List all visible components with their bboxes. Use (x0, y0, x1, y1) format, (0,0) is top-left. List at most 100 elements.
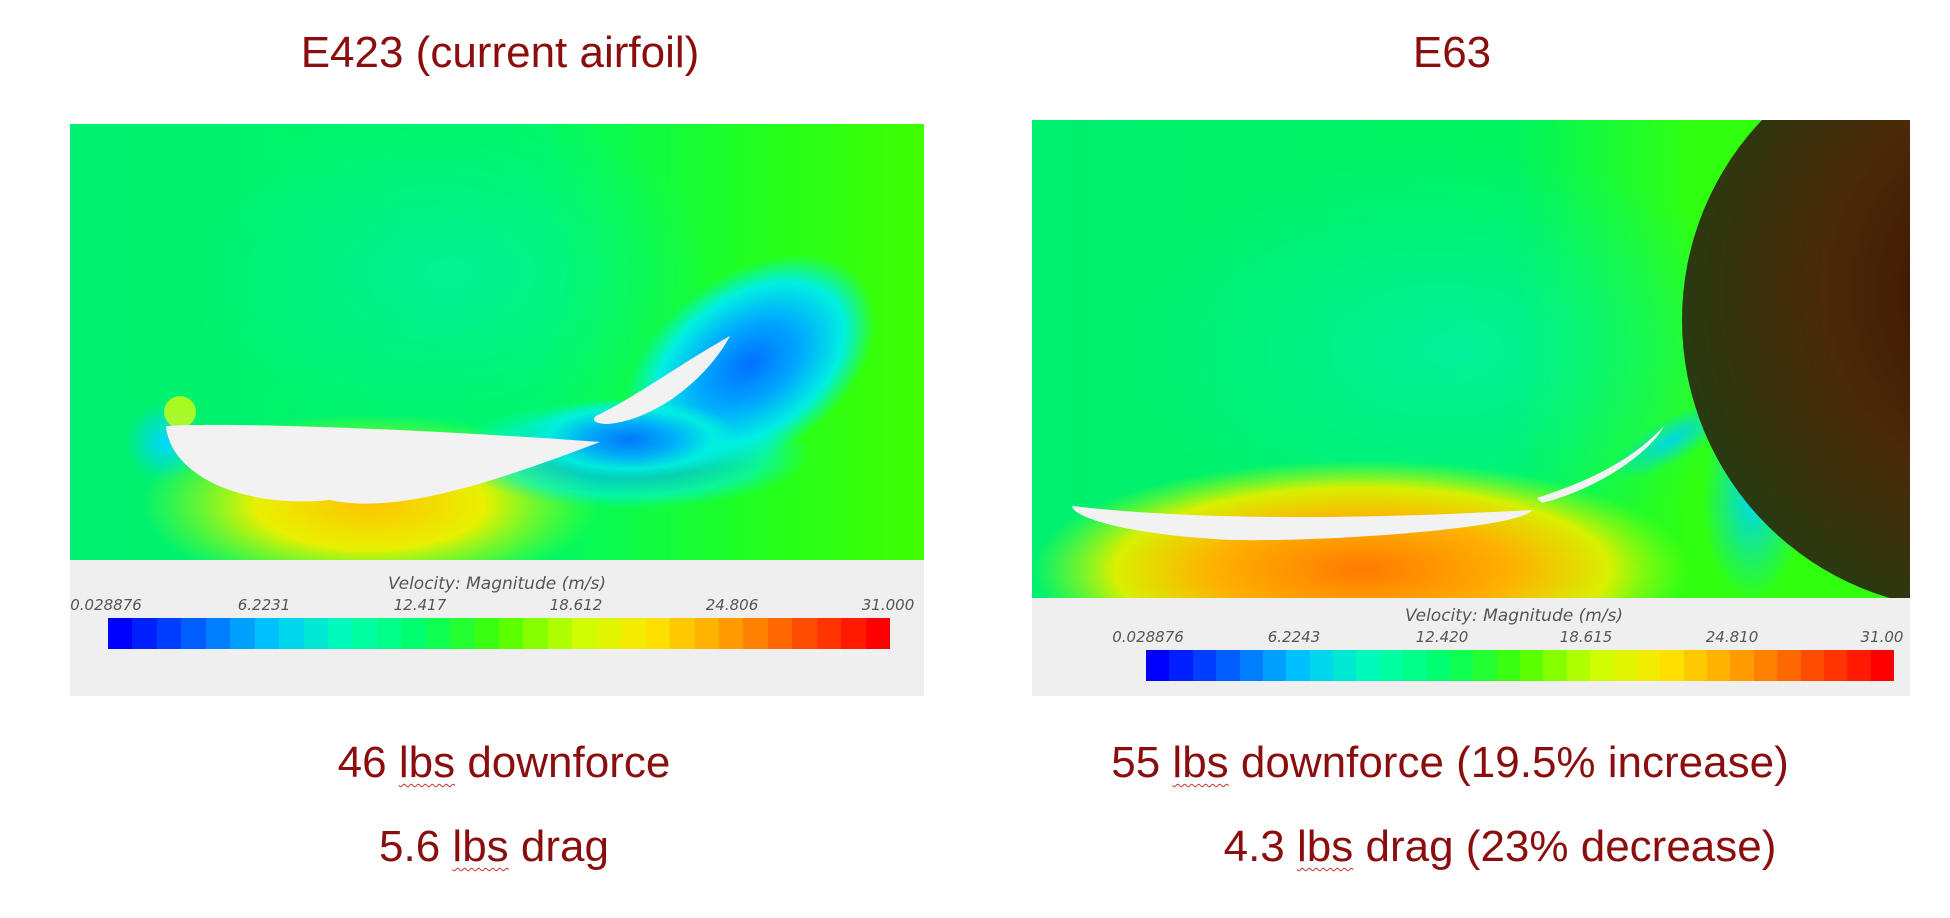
colorbar-swatch (1239, 650, 1263, 681)
left-velocity-field (70, 124, 924, 560)
left-drag-result: 5.6 lbs drag (379, 822, 609, 872)
left-tick-1: 6.2231 (237, 596, 291, 614)
colorbar-swatch (1543, 650, 1567, 681)
left-downforce-label: downforce (467, 738, 671, 787)
colorbar-swatch (1800, 650, 1824, 681)
right-downforce-value: 55 (1111, 738, 1161, 787)
right-tick-0: 0.028876 (1112, 628, 1184, 646)
right-velocity-field (1032, 120, 1910, 598)
left-downforce-value: 46 (337, 738, 387, 787)
colorbar-swatch (352, 618, 377, 649)
colorbar-swatch (327, 618, 353, 649)
colorbar-swatch (1520, 650, 1544, 681)
left-tick-2: 12.417 (393, 596, 447, 614)
right-panel-title: E63 (1412, 28, 1492, 77)
right-downforce-label: downforce (19.5% increase) (1240, 738, 1789, 787)
left-colorbar (108, 618, 890, 649)
colorbar-swatch (523, 618, 548, 649)
colorbar-swatch (230, 618, 255, 649)
colorbar-swatch (303, 618, 328, 649)
colorbar-swatch (1730, 650, 1754, 681)
colorbar-swatch (205, 618, 231, 649)
colorbar-swatch (1753, 650, 1778, 681)
right-colorbar (1146, 650, 1894, 681)
colorbar-swatch (694, 618, 719, 649)
colorbar-swatch (450, 618, 475, 649)
colorbar-swatch (841, 618, 866, 649)
colorbar-swatch (1777, 650, 1801, 681)
colorbar-swatch (499, 618, 524, 649)
colorbar-swatch (1333, 650, 1357, 681)
colorbar-swatch (1870, 650, 1894, 681)
colorbar-swatch (401, 618, 426, 649)
left-cfd-image: Velocity: Magnitude (m/s) 0.028876 6.223… (70, 124, 924, 696)
colorbar-swatch (1262, 650, 1287, 681)
colorbar-swatch (1286, 650, 1310, 681)
right-drag-label: drag (23% decrease) (1365, 822, 1777, 871)
colorbar-swatch (1192, 650, 1217, 681)
left-tick-3: 18.612 (549, 596, 603, 614)
colorbar-swatch (670, 618, 695, 649)
colorbar-swatch (792, 618, 817, 649)
right-tick-3: 18.615 (1559, 628, 1613, 646)
colorbar-swatch (1636, 650, 1661, 681)
colorbar-swatch (376, 618, 402, 649)
colorbar-swatch (1169, 650, 1193, 681)
right-legend-title: Velocity: Magnitude (m/s) (1404, 606, 1624, 626)
left-legend-title: Velocity: Magnitude (m/s) (387, 574, 607, 594)
colorbar-swatch (254, 618, 280, 649)
colorbar-swatch (425, 618, 451, 649)
colorbar-swatch (1403, 650, 1427, 681)
colorbar-swatch (1496, 650, 1520, 681)
colorbar-swatch (547, 618, 573, 649)
colorbar-swatch (1379, 650, 1404, 681)
right-downforce-unit: lbs (1172, 738, 1229, 787)
right-drag-value: 4.3 (1223, 822, 1285, 871)
right-tick-1: 6.2243 (1267, 628, 1321, 646)
right-tick-4: 24.810 (1705, 628, 1759, 646)
left-tick-4: 24.806 (705, 596, 759, 614)
colorbar-swatch (767, 618, 793, 649)
left-tick-5: 31.000 (861, 596, 915, 614)
colorbar-swatch (181, 618, 206, 649)
right-tick-5: 31.00 (1860, 628, 1904, 646)
left-drag-value: 5.6 (379, 822, 441, 871)
colorbar-swatch (1566, 650, 1591, 681)
left-downforce-result: 46 lbs downforce (338, 738, 671, 788)
colorbar-swatch (1426, 650, 1450, 681)
colorbar-swatch (1216, 650, 1240, 681)
colorbar-swatch (645, 618, 671, 649)
colorbar-swatch (718, 618, 744, 649)
colorbar-swatch (743, 618, 768, 649)
right-drag-unit: lbs (1297, 822, 1354, 871)
left-drag-label: drag (520, 822, 609, 871)
colorbar-swatch (1473, 650, 1497, 681)
colorbar-swatch (621, 618, 646, 649)
colorbar-swatch (1309, 650, 1333, 681)
colorbar-swatch (1823, 650, 1848, 681)
colorbar-swatch (816, 618, 842, 649)
colorbar-swatch (596, 618, 622, 649)
colorbar-swatch (1449, 650, 1474, 681)
left-drag-unit: lbs (452, 822, 509, 871)
colorbar-swatch (1707, 650, 1731, 681)
colorbar-swatch (1590, 650, 1614, 681)
colorbar-swatch (572, 618, 597, 649)
colorbar-swatch (865, 618, 890, 649)
colorbar-swatch (1683, 650, 1707, 681)
colorbar-swatch (132, 618, 157, 649)
left-downforce-unit: lbs (398, 738, 456, 787)
left-panel-title: E423 (current airfoil) (300, 28, 700, 77)
colorbar-swatch (1146, 650, 1170, 681)
right-drag-result: 4.3 lbs drag (23% decrease) (1224, 822, 1777, 872)
colorbar-swatch (1356, 650, 1380, 681)
colorbar-swatch (156, 618, 182, 649)
right-cfd-image: Velocity: Magnitude (m/s) 0.028876 6.224… (1032, 120, 1910, 696)
colorbar-swatch (279, 618, 304, 649)
colorbar-swatch (1613, 650, 1637, 681)
colorbar-swatch (1660, 650, 1684, 681)
right-downforce-result: 55 lbs downforce (19.5% increase) (1111, 738, 1789, 788)
colorbar-swatch (1847, 650, 1871, 681)
right-tick-2: 12.420 (1415, 628, 1469, 646)
left-tick-0: 0.028876 (70, 596, 142, 614)
